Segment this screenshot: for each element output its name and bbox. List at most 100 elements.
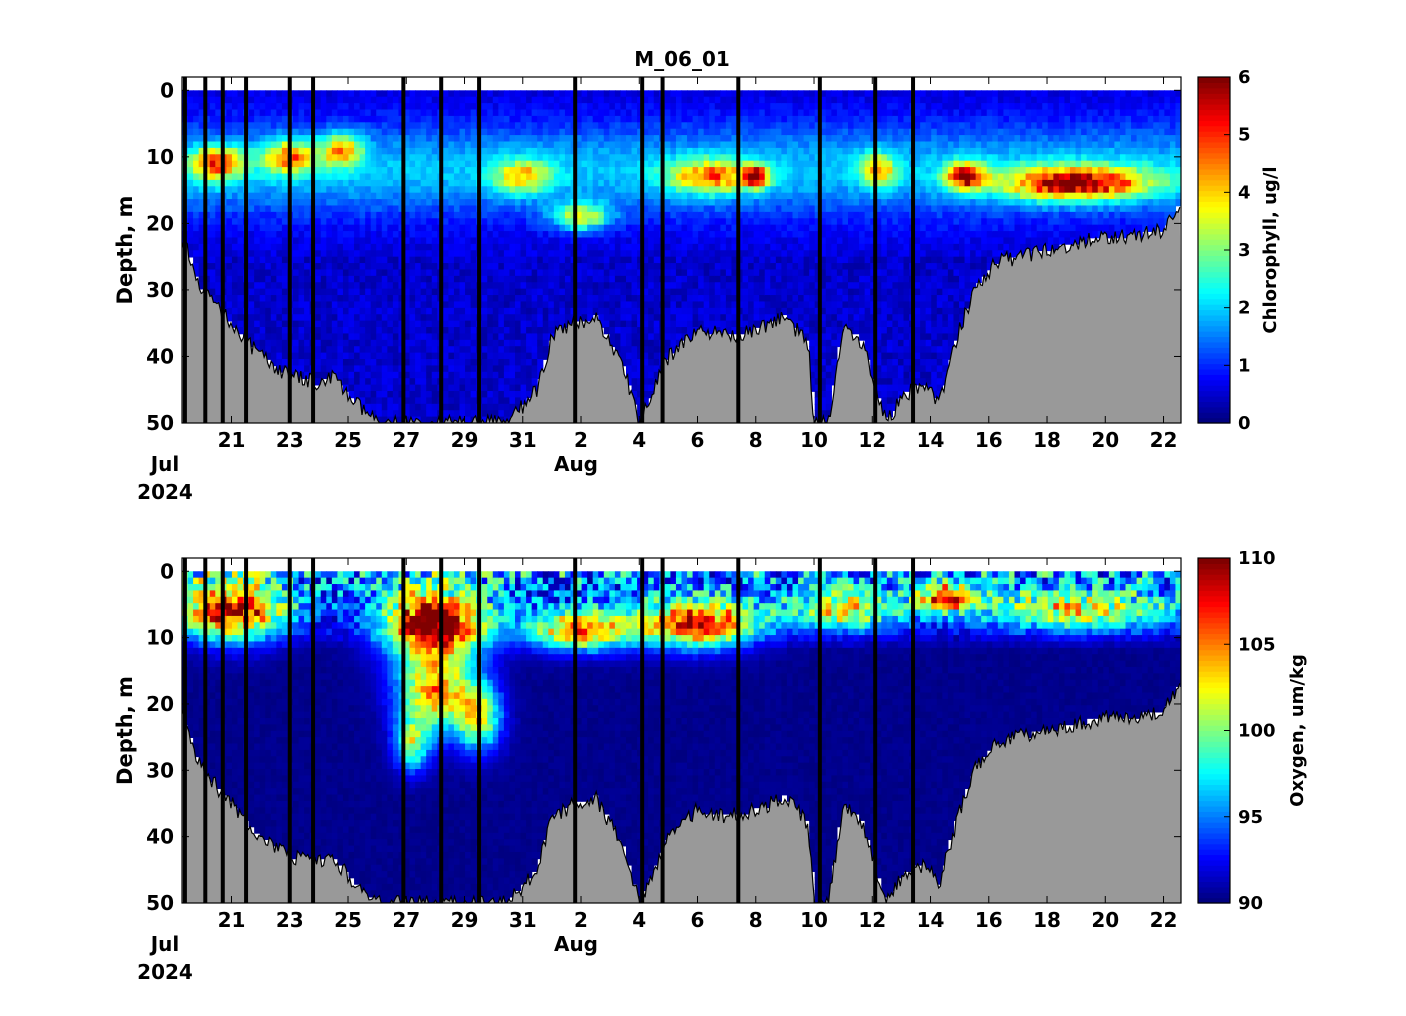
colorbar-segment [1198,676,1230,683]
colorbar-segment [1198,779,1230,786]
colorbar-segment [1198,827,1230,834]
colorbar-segment [1198,886,1230,893]
colorbar-segment [1198,730,1230,737]
colorbar-segment [1198,293,1230,300]
colorbar-segment [1198,876,1230,883]
x-tick-label: 14 [917,428,945,452]
colorbar-segment [1198,687,1230,694]
x-tick-label: 31 [509,908,537,932]
colorbar-segment [1198,136,1230,143]
colorbar-segment [1198,579,1230,586]
colorbar-segment [1198,768,1230,775]
colorbar-segment [1198,558,1230,564]
colorbar-tick-label: 4 [1238,182,1251,203]
colorbar-segment [1198,228,1230,235]
colorbar-segment [1198,838,1230,845]
seafloor-line [182,683,1181,903]
colorbar-segment [1198,168,1230,175]
colorbar-segment [1198,725,1230,732]
colorbar-segment [1198,789,1230,796]
x-tick-label: 12 [858,428,886,452]
colorbar-segment [1198,212,1230,219]
colorbar-segment [1198,628,1230,635]
colorbar-segment [1198,368,1230,375]
x-tick-label: 6 [691,428,705,452]
colorbar-segment [1198,601,1230,608]
colorbar-tick-label: 0 [1238,413,1251,434]
y-axis-label: Depth, m [113,676,137,785]
x-tick-label: 8 [749,428,763,452]
colorbar-segment [1198,298,1230,305]
y-tick-label: 50 [146,411,174,435]
x-tick-label: 18 [1033,908,1061,932]
colorbar-segment [1198,816,1230,823]
colorbar-segment [1198,341,1230,348]
colorbar-segment [1198,563,1230,570]
colorbar-segment [1198,622,1230,629]
colorbar-segment [1198,222,1230,229]
colorbar-segment [1198,233,1230,240]
colorbar-segment [1198,374,1230,381]
y-tick-label: 10 [146,145,174,169]
colorbar-segment [1198,638,1230,645]
x-tick-label: 22 [1150,428,1178,452]
x-tick-label: 21 [218,428,246,452]
colorbar-segment [1198,881,1230,888]
colorbar-segment [1198,336,1230,343]
heatmap-field [182,90,1181,423]
colorbar-tick-label: 110 [1238,548,1276,569]
x-tick-label: 23 [276,908,304,932]
colorbar-segment [1198,104,1230,111]
colorbar-segment [1198,152,1230,159]
colorbar-segment [1198,255,1230,262]
colorbar-label: Oxygen, um/kg [1287,654,1308,807]
colorbar-segment [1198,633,1230,640]
axes-frame [181,76,1182,424]
x-tick-label: 4 [632,428,646,452]
colorbar-segment [1198,735,1230,742]
colorbar-segment [1198,250,1230,257]
colorbar-segment [1198,185,1230,192]
colorbar-segment [1198,671,1230,678]
colorbar-segment [1198,574,1230,581]
colorbar-segment [1198,811,1230,818]
colorbar-tick-label: 90 [1238,893,1263,914]
colorbar-segment [1198,401,1230,408]
colorbar-segment [1198,320,1230,327]
colorbar-tick-label: 1 [1238,355,1251,376]
y-tick-label: 30 [146,758,174,782]
colorbar-segment [1198,114,1230,121]
colorbar-tick-label: 95 [1238,807,1263,828]
x-tick-label: 12 [858,908,886,932]
colorbar-segment [1198,649,1230,656]
colorbar-segment [1198,714,1230,721]
colorbar-segment [1198,271,1230,278]
month-label: Aug [554,932,598,956]
colorbar-segment [1198,606,1230,613]
colorbar-tick-label: 2 [1238,298,1251,319]
colorbar-segment [1198,832,1230,839]
y-tick-label: 10 [146,626,174,650]
colorbar-segment [1198,865,1230,872]
y-tick-label: 40 [146,344,174,368]
month-label: Jul [149,452,180,476]
x-tick-label: 27 [392,428,420,452]
colorbar-segment [1198,109,1230,116]
colorbar-segment [1198,217,1230,224]
colorbar-segment [1198,163,1230,170]
colorbar-segment [1198,125,1230,132]
colorbar-segment [1198,390,1230,397]
colorbar-segment [1198,239,1230,246]
y-tick-label: 50 [146,891,174,915]
colorbar-segment [1198,595,1230,602]
figure-title: M_06_01 [634,47,730,71]
colorbar-segment [1198,611,1230,618]
axes-frame [181,557,1182,904]
colorbar-segment [1198,746,1230,753]
colorbar-segment [1198,179,1230,186]
colorbar-segment [1198,757,1230,764]
colorbar-segment [1198,98,1230,105]
colorbar-segment [1198,741,1230,748]
x-tick-label: 20 [1091,908,1119,932]
